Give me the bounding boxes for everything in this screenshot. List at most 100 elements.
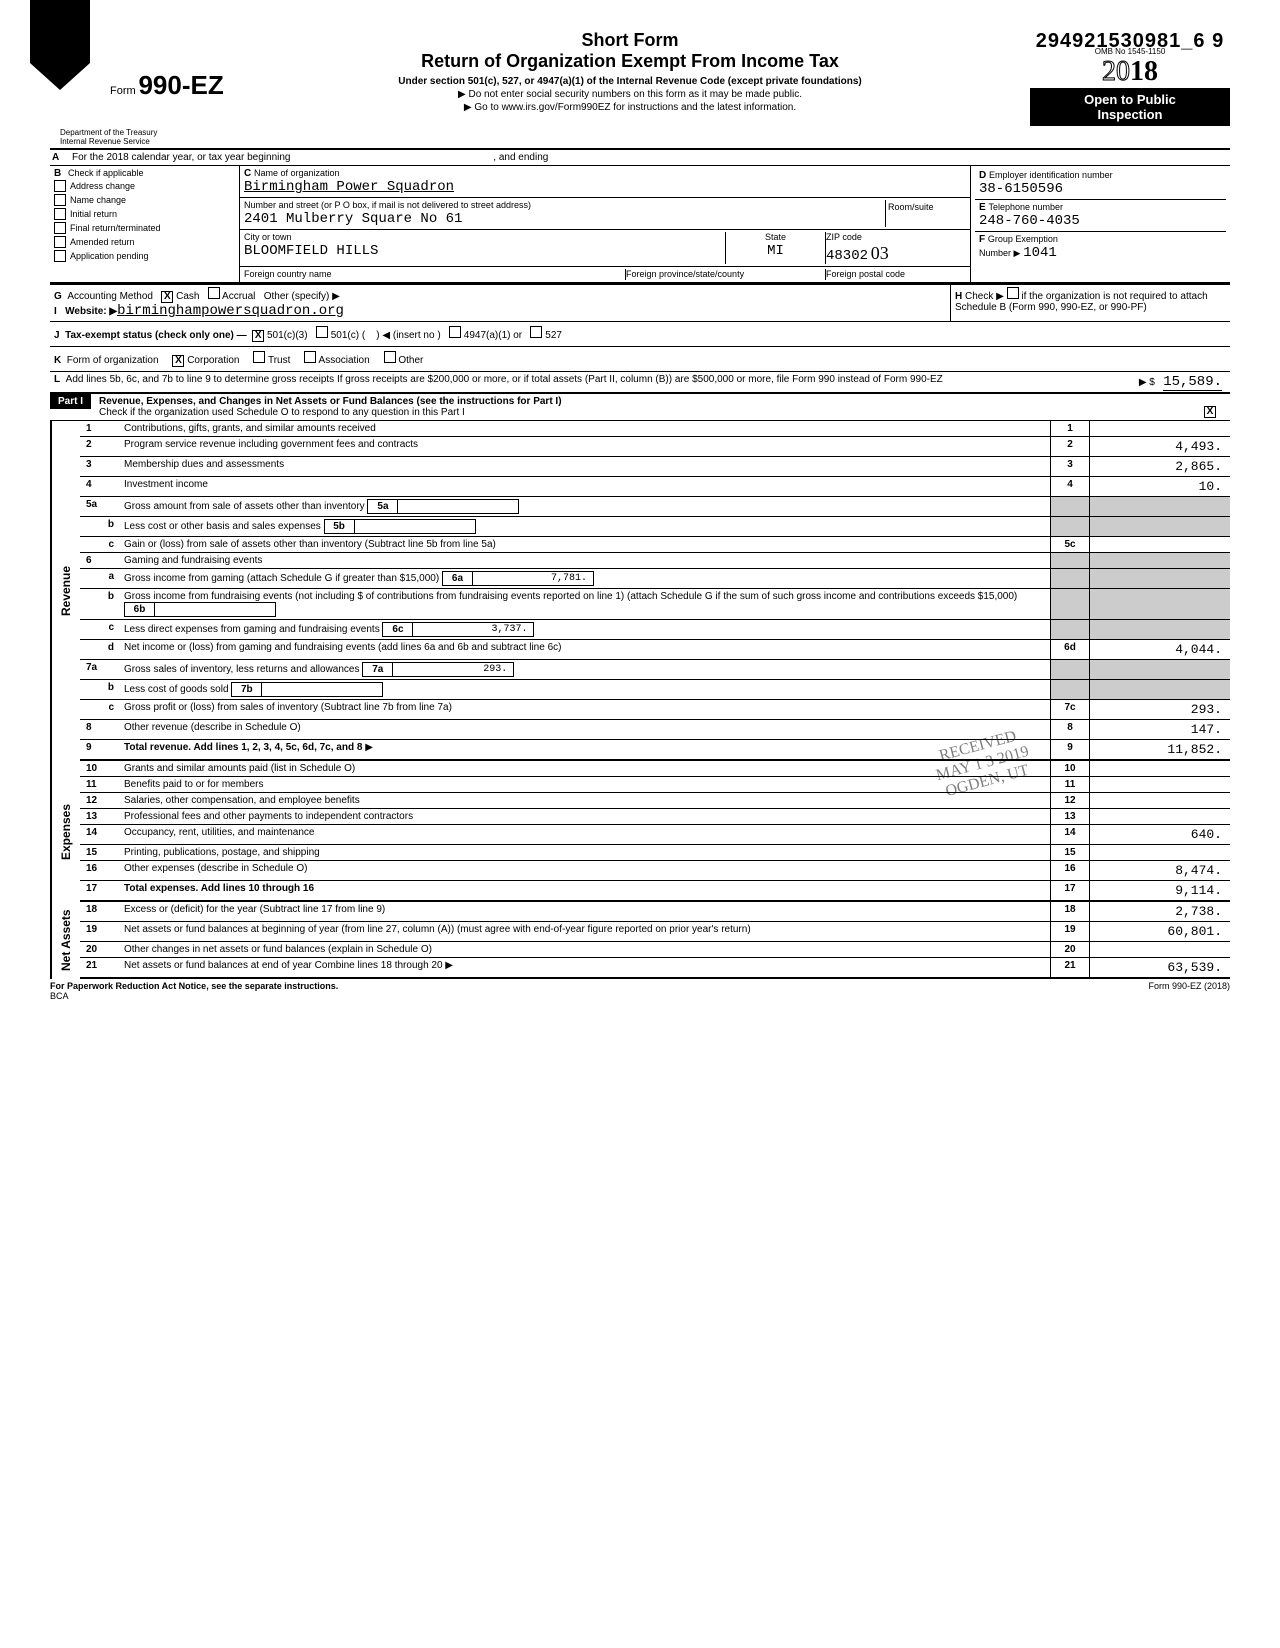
part1-label: Part I [50, 394, 91, 409]
checkbox-icon[interactable] [54, 222, 66, 234]
foreign-row: Foreign country name Foreign province/st… [240, 267, 970, 282]
phone-value: 248-760-4035 [979, 213, 1080, 229]
checkbox-trust[interactable] [253, 351, 265, 363]
line-16: 16Other expenses (describe in Schedule O… [80, 861, 1230, 881]
desc-text: Less cost or other basis and sales expen… [124, 521, 321, 532]
line-5b: bLess cost or other basis and sales expe… [80, 517, 1230, 537]
form-number: 990-EZ [138, 70, 223, 100]
phone-label: Telephone number [988, 202, 1063, 212]
line-amt [1090, 793, 1230, 808]
line-2: 2Program service revenue including gover… [80, 437, 1230, 457]
checkbox-icon[interactable] [54, 194, 66, 206]
side-revenue: Revenue [50, 421, 80, 761]
line-desc: Investment income [120, 477, 1050, 496]
accrual-label: Accrual [222, 291, 255, 302]
foreign-postal-label: Foreign postal code [826, 269, 905, 279]
checkbox-cash[interactable] [161, 291, 173, 303]
line-desc: Benefits paid to or for members [120, 777, 1050, 792]
checkbox-other[interactable] [384, 351, 396, 363]
checkbox-icon[interactable] [54, 250, 66, 262]
check-amended[interactable]: Amended return [54, 235, 235, 249]
checkbox-assoc[interactable] [304, 351, 316, 363]
row-l: L Add lines 5b, 6c, and 7b to line 9 to … [50, 372, 1230, 394]
checkbox-527[interactable] [530, 326, 542, 338]
checkbox-4947[interactable] [449, 326, 461, 338]
phone-cell: E Telephone number 248-760-4035 [975, 200, 1226, 232]
line-17: 17Total expenses. Add lines 10 through 1… [80, 881, 1230, 902]
row-l-desc: L Add lines 5b, 6c, and 7b to line 9 to … [50, 372, 1050, 392]
line-desc: Gross income from fundraising events (no… [120, 589, 1050, 619]
check-name-change[interactable]: Name change [54, 193, 235, 207]
line-13: 13Professional fees and other payments t… [80, 809, 1230, 825]
netassets-section: Net Assets 18Excess or (deficit) for the… [50, 902, 1230, 979]
dept-treasury: Department of the Treasury Internal Reve… [50, 128, 230, 146]
title-return: Return of Organization Exempt From Incom… [230, 51, 1030, 72]
row-j-content: J Tax-exempt status (check only one) — 5… [50, 322, 1230, 346]
group-num-label: Number ▶ [979, 248, 1020, 258]
line-amt [1090, 761, 1230, 776]
checkbox-501c[interactable] [316, 326, 328, 338]
checkbox-h[interactable] [1007, 287, 1019, 299]
line-desc: Salaries, other compensation, and employ… [120, 793, 1050, 808]
checkbox-icon[interactable] [54, 236, 66, 248]
line-desc: Gross profit or (loss) from sales of inv… [120, 700, 1050, 719]
line-desc: Other expenses (describe in Schedule O) [120, 861, 1050, 880]
desc-text: Less cost of goods sold [124, 684, 229, 695]
line-amt: 2,738. [1090, 902, 1230, 921]
desc-text: Net assets or fund balances at end of ye… [124, 960, 443, 971]
checkbox-corp[interactable] [172, 355, 184, 367]
row-k-content: K Form of organization Corporation Trust… [50, 347, 1230, 371]
row-g: G Accounting Method Cash Accrual Other (… [50, 285, 950, 321]
title-block: Short Form Return of Organization Exempt… [230, 30, 1030, 113]
checkbox-accrual[interactable] [208, 287, 220, 299]
check-applicable: Check if applicable [68, 168, 144, 179]
form-prefix: Form [110, 85, 136, 97]
org-name-cell: C Name of organization Birmingham Power … [240, 166, 970, 198]
line-6c: cLess direct expenses from gaming and fu… [80, 620, 1230, 640]
row-k: K Form of organization Corporation Trust… [50, 347, 1230, 372]
line-7c: cGross profit or (loss) from sales of in… [80, 700, 1230, 720]
check-address-change[interactable]: Address change [54, 179, 235, 193]
line-8: 8Other revenue (describe in Schedule O)8… [80, 720, 1230, 740]
part1-check-o: Check if the organization used Schedule … [99, 407, 465, 418]
city-row: City or townBLOOMFIELD HILLS StateMI ZIP… [240, 230, 970, 267]
h-check: Check ▶ [965, 291, 1004, 302]
goto-text: Go to www.irs.gov/Form990EZ for instruct… [474, 102, 796, 113]
check-initial-return[interactable]: Initial return [54, 207, 235, 221]
group-num: 1041 [1023, 245, 1057, 261]
revenue-section: Revenue 1Contributions, gifts, grants, a… [50, 421, 1230, 761]
l-text: Add lines 5b, 6c, and 7b to line 9 to de… [66, 374, 943, 385]
desc-text: Gross income from fundraising events (no… [124, 591, 1017, 602]
inline-box-num: 5b [325, 520, 355, 533]
line-desc: Program service revenue including govern… [120, 437, 1050, 456]
line-amt: 4,493. [1090, 437, 1230, 456]
checkbox-schedule-o[interactable] [1204, 406, 1216, 418]
tax-year-end: , and ending [493, 152, 548, 163]
desc-text: Gross amount from sale of assets other t… [124, 501, 365, 512]
check-final-return[interactable]: Final return/terminated [54, 221, 235, 235]
line-desc: Less direct expenses from gaming and fun… [120, 620, 1050, 639]
desc-text: Gross income from gaming (attach Schedul… [124, 573, 439, 584]
inline-box-num: 6c [383, 623, 413, 636]
line-7a: 7aGross sales of inventory, less returns… [80, 660, 1230, 680]
line-desc: Membership dues and assessments [120, 457, 1050, 476]
checkbox-icon[interactable] [54, 180, 66, 192]
org-state: MI [767, 243, 784, 259]
527-label: 527 [545, 330, 562, 341]
line-amt [1090, 942, 1230, 957]
line-desc: Net income or (loss) from gaming and fun… [120, 640, 1050, 659]
col-d: D Employer identification number 38-6150… [970, 166, 1230, 282]
row-h: H Check ▶ if the organization is not req… [950, 285, 1230, 321]
checkbox-icon[interactable] [54, 208, 66, 220]
line-amt: 4,044. [1090, 640, 1230, 659]
checkbox-501c3[interactable] [252, 330, 264, 342]
4947-label: 4947(a)(1) or [464, 330, 522, 341]
row-j: J Tax-exempt status (check only one) — 5… [50, 322, 1230, 347]
check-pending[interactable]: Application pending [54, 249, 235, 263]
line-18: 18Excess or (deficit) for the year (Subt… [80, 902, 1230, 922]
header: Form 990-EZ Short Form Return of Organiz… [50, 30, 1230, 126]
label-a: A [50, 150, 70, 165]
line-amt: 11,852. [1090, 740, 1230, 759]
foreign-prov-label: Foreign province/state/county [626, 269, 744, 279]
line-desc: Occupancy, rent, utilities, and maintena… [120, 825, 1050, 844]
